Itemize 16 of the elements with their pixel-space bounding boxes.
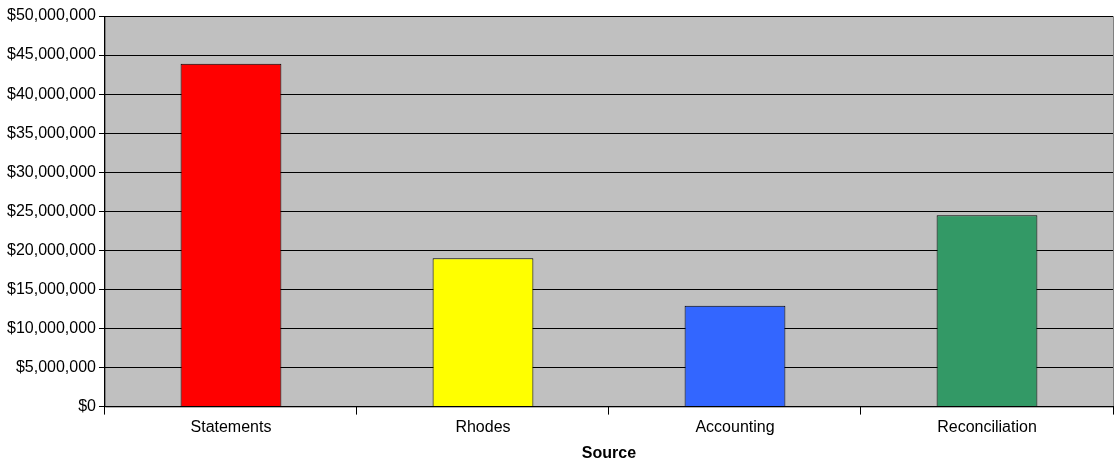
y-tick-label: $25,000,000 (6, 201, 97, 219)
y-tick-label: $0 (78, 397, 97, 415)
x-tick-label: Rhodes (455, 417, 511, 435)
x-axis-title: Source (581, 443, 637, 461)
x-tick-label: Reconciliation (937, 417, 1037, 435)
y-tick-label: $20,000,000 (6, 240, 97, 258)
y-tick-label: $30,000,000 (6, 162, 97, 180)
x-tick-label: Accounting (695, 417, 775, 435)
y-tick-label: $45,000,000 (6, 45, 97, 63)
y-tick-label: $40,000,000 (6, 84, 97, 102)
y-tick-label: $5,000,000 (15, 357, 97, 375)
y-tick-label: $35,000,000 (6, 123, 97, 141)
y-tick-label: $50,000,000 (6, 6, 97, 24)
x-tick-label: Statements (190, 417, 272, 435)
y-tick-label: $15,000,000 (6, 279, 97, 297)
y-tick-label: $10,000,000 (6, 318, 97, 336)
